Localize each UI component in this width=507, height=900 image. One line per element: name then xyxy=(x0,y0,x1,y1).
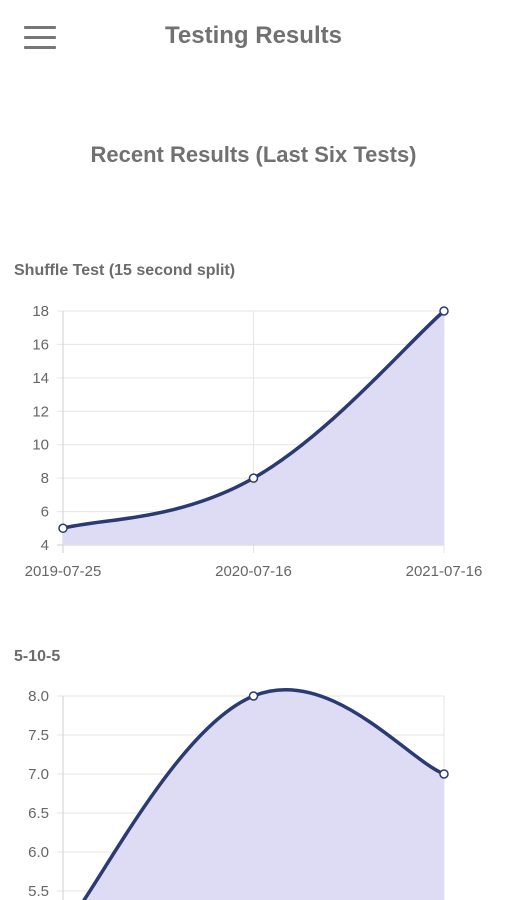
y-tick-label: 6.0 xyxy=(28,844,49,861)
five-ten-five-chart-title: 5-10-5 xyxy=(14,648,61,665)
y-tick-label: 6 xyxy=(41,504,49,521)
y-tick-label: 8.0 xyxy=(28,688,49,705)
y-tick-label: 10 xyxy=(32,437,49,454)
y-tick-label: 7.0 xyxy=(28,766,49,783)
x-tick-label: 2019-07-25 xyxy=(25,563,102,580)
data-point xyxy=(248,691,259,701)
shuffle-test-chart: 4 6 8 10 12 14 16 18 2019-07-25 2020-07-16 2021-07… xyxy=(25,303,483,580)
y-tick-label: 16 xyxy=(32,336,49,353)
y-tick-label: 4 xyxy=(41,537,49,554)
menu-bar xyxy=(24,26,56,29)
y-tick-label: 14 xyxy=(32,370,49,387)
y-tick-label: 8 xyxy=(41,470,49,487)
series-area xyxy=(84,689,444,900)
menu-bar xyxy=(24,46,56,49)
app-header: Testing Results xyxy=(0,0,507,76)
shuffle-test-chart-title: Shuffle Test (15 second split) xyxy=(14,262,236,279)
five-ten-five-chart: 8.0 7.5 7.0 6.5 6.0 5.5 xyxy=(28,688,449,900)
x-tick-label: 2020-07-16 xyxy=(215,563,292,580)
menu-bar xyxy=(24,36,56,39)
data-point xyxy=(58,523,68,534)
data-point xyxy=(248,473,259,483)
x-tick-label: 2021-07-16 xyxy=(406,563,483,580)
y-tick-label: 6.5 xyxy=(28,805,49,822)
section-title: Recent Results (Last Six Tests) xyxy=(90,142,417,167)
y-tick-label: 5.5 xyxy=(28,883,49,900)
hamburger-menu-icon[interactable] xyxy=(22,24,60,52)
series-area xyxy=(63,311,444,545)
data-point xyxy=(439,306,449,316)
page-title: Testing Results xyxy=(165,22,342,49)
y-tick-label: 7.5 xyxy=(28,727,49,744)
y-tick-label: 18 xyxy=(32,303,49,320)
data-point xyxy=(439,769,449,779)
y-tick-label: 12 xyxy=(32,403,49,420)
